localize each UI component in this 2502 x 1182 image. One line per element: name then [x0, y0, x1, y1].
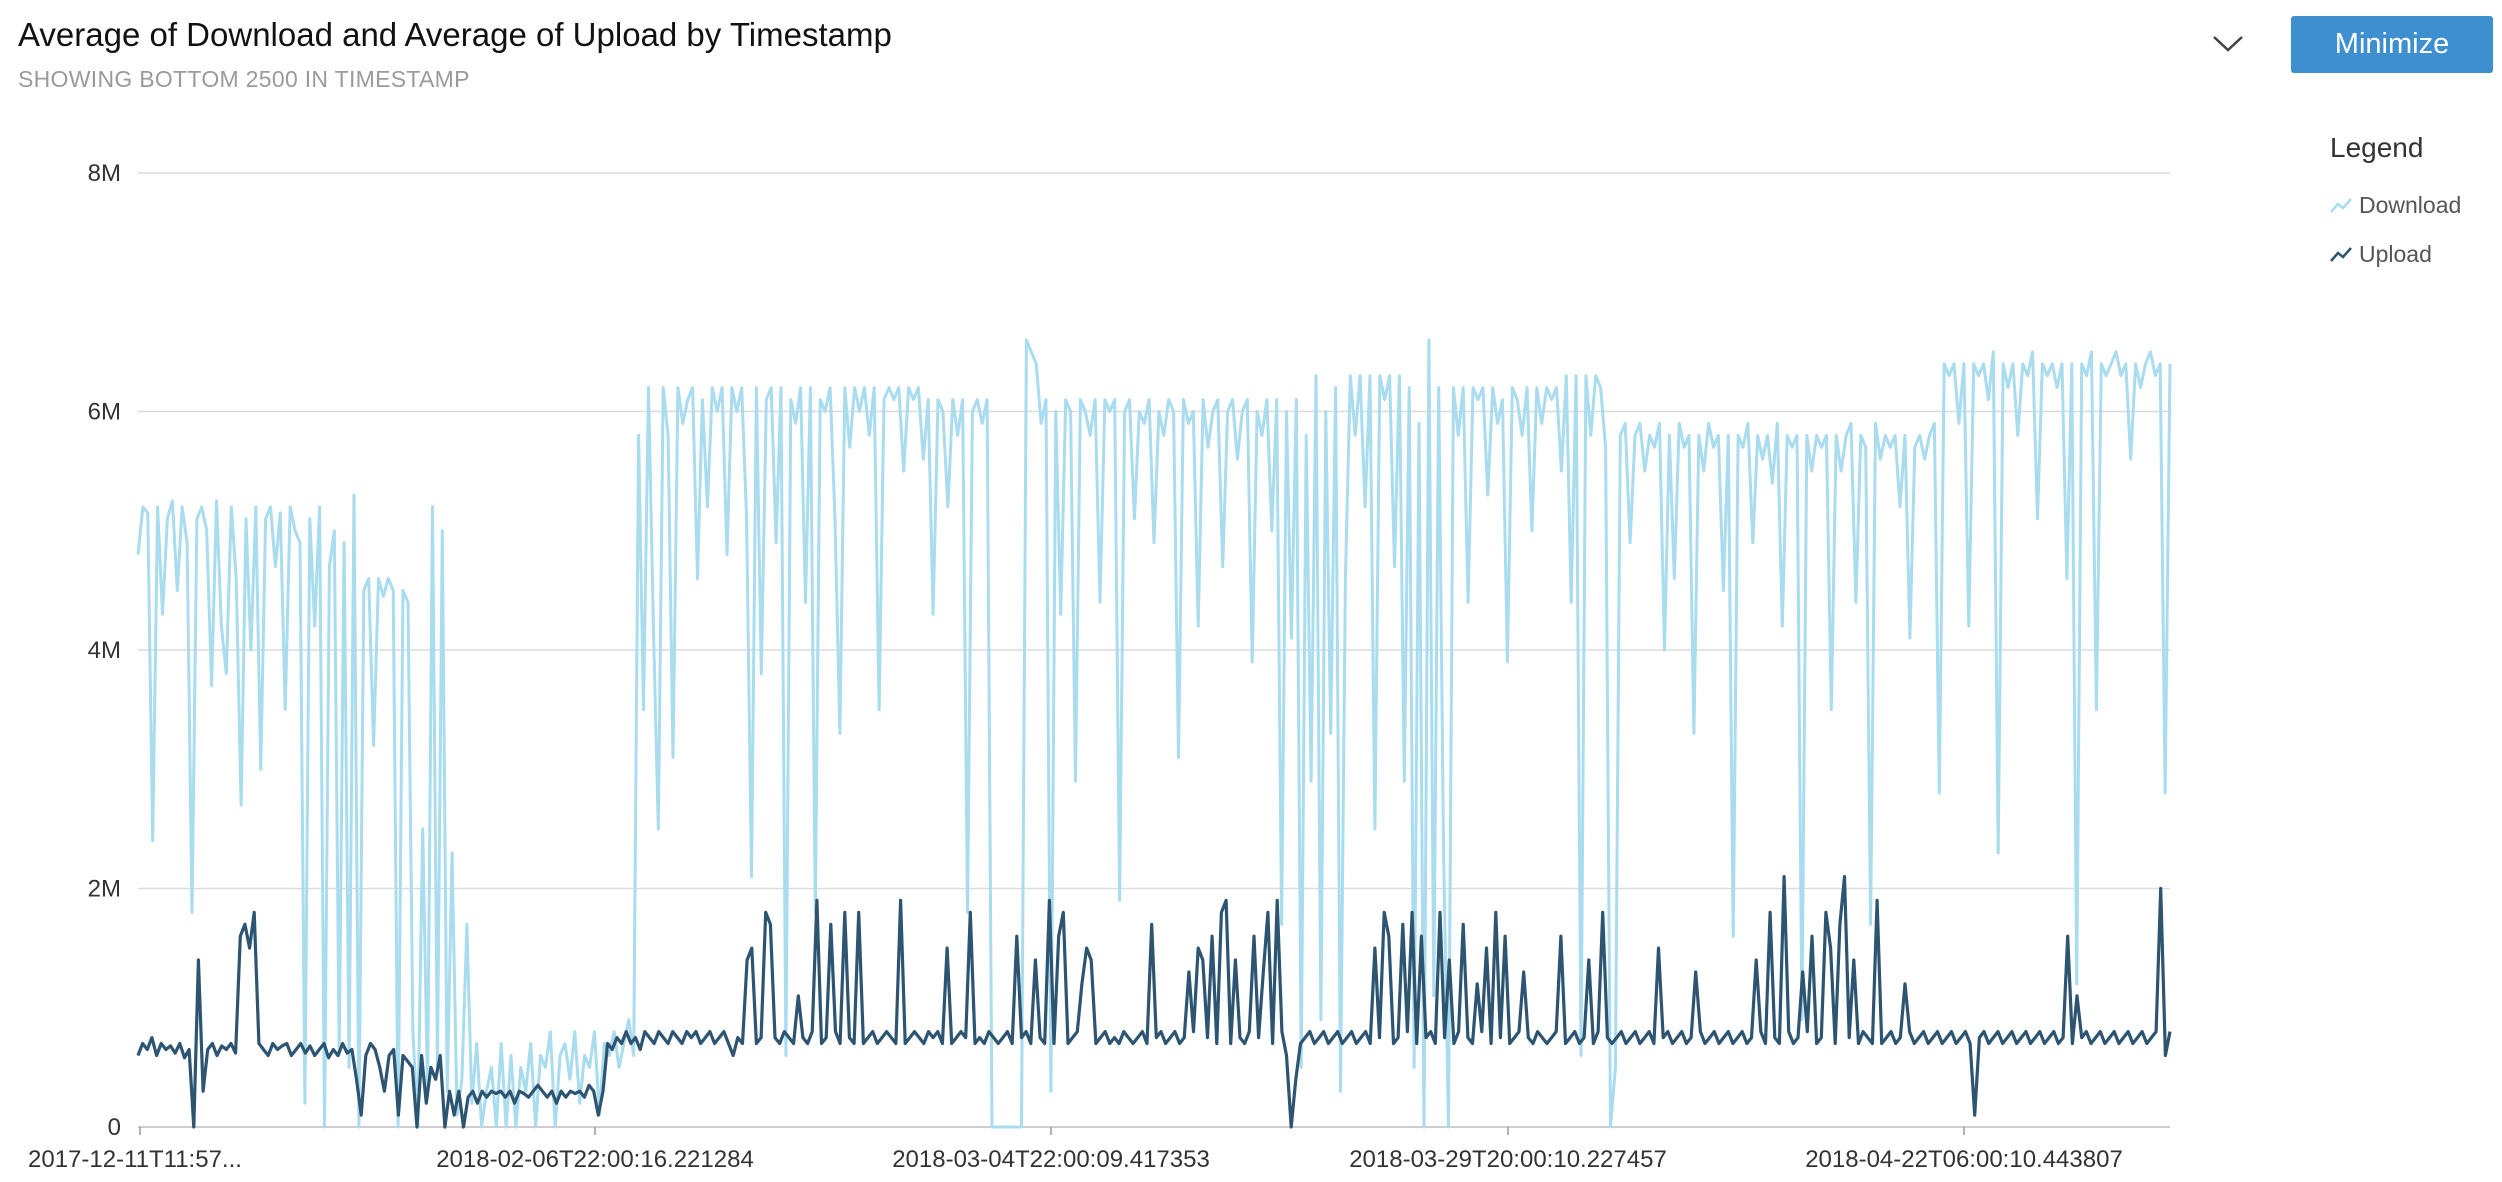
y-tick-label: 8M	[88, 160, 121, 187]
legend-item-download[interactable]: Download	[2330, 192, 2461, 219]
y-tick-label: 0	[108, 1114, 121, 1141]
chevron-down-icon[interactable]	[2208, 28, 2248, 58]
x-tick-label: 2018-03-29T20:00:10.227457	[1349, 1146, 1667, 1173]
minimize-button[interactable]: Minimize	[2291, 16, 2493, 73]
chart-title: Average of Download and Average of Uploa…	[18, 16, 892, 53]
chart-subtitle: SHOWING BOTTOM 2500 IN TIMESTAMP	[18, 66, 470, 92]
legend-title: Legend	[2330, 132, 2424, 163]
series-line-upload[interactable]	[136, 874, 2172, 1129]
y-tick-label: 6M	[88, 399, 121, 426]
x-tick-label: 2017-12-11T11:57...	[28, 1146, 242, 1173]
x-tick-label: 2018-02-06T22:00:16.221284	[436, 1146, 754, 1173]
line-chart: 0 2M 4M 6M 8M 2017-12-11T11:57... 2018-02-06T2…	[28, 160, 2172, 1173]
legend-label-download: Download	[2359, 192, 2462, 218]
x-tick-label: 2018-04-22T06:00:10.443807	[1805, 1146, 2123, 1173]
x-tick-label: 2018-03-04T22:00:09.417353	[892, 1146, 1210, 1173]
line-series-icon	[2330, 246, 2352, 262]
y-tick-label: 4M	[88, 637, 121, 664]
legend-label-upload: Upload	[2359, 241, 2432, 267]
series-line-download[interactable]	[136, 338, 2172, 1129]
legend-item-upload[interactable]: Upload	[2330, 241, 2461, 268]
y-tick-label: 2M	[88, 876, 121, 903]
line-series-icon	[2330, 197, 2352, 213]
legend: Legend Download Upload	[2330, 132, 2461, 290]
